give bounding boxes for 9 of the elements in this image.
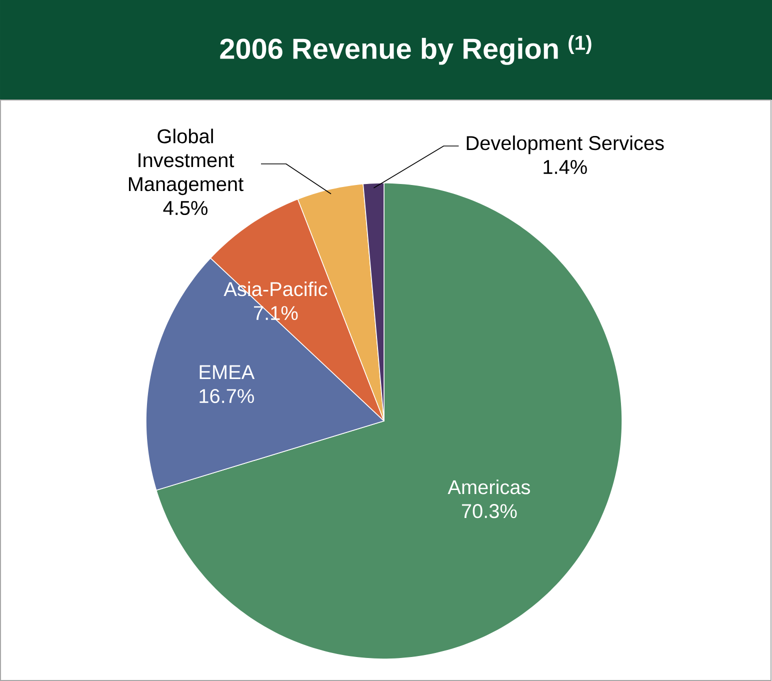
chart-title: 2006 Revenue by Region $^{(1)}$: [220, 35, 592, 65]
slice-label: Americas: [448, 480, 530, 494]
slice-label: Development Services: [466, 136, 664, 154]
data-label: 16.7%: [200, 388, 254, 404]
data-label: 1.4%: [544, 160, 587, 174]
slice-label: EMEA: [200, 365, 255, 379]
data-label: 4.5%: [163, 201, 208, 216]
slice-label: Global Investment Management: [128, 128, 244, 196]
data-label: 70.3%: [462, 504, 517, 518]
